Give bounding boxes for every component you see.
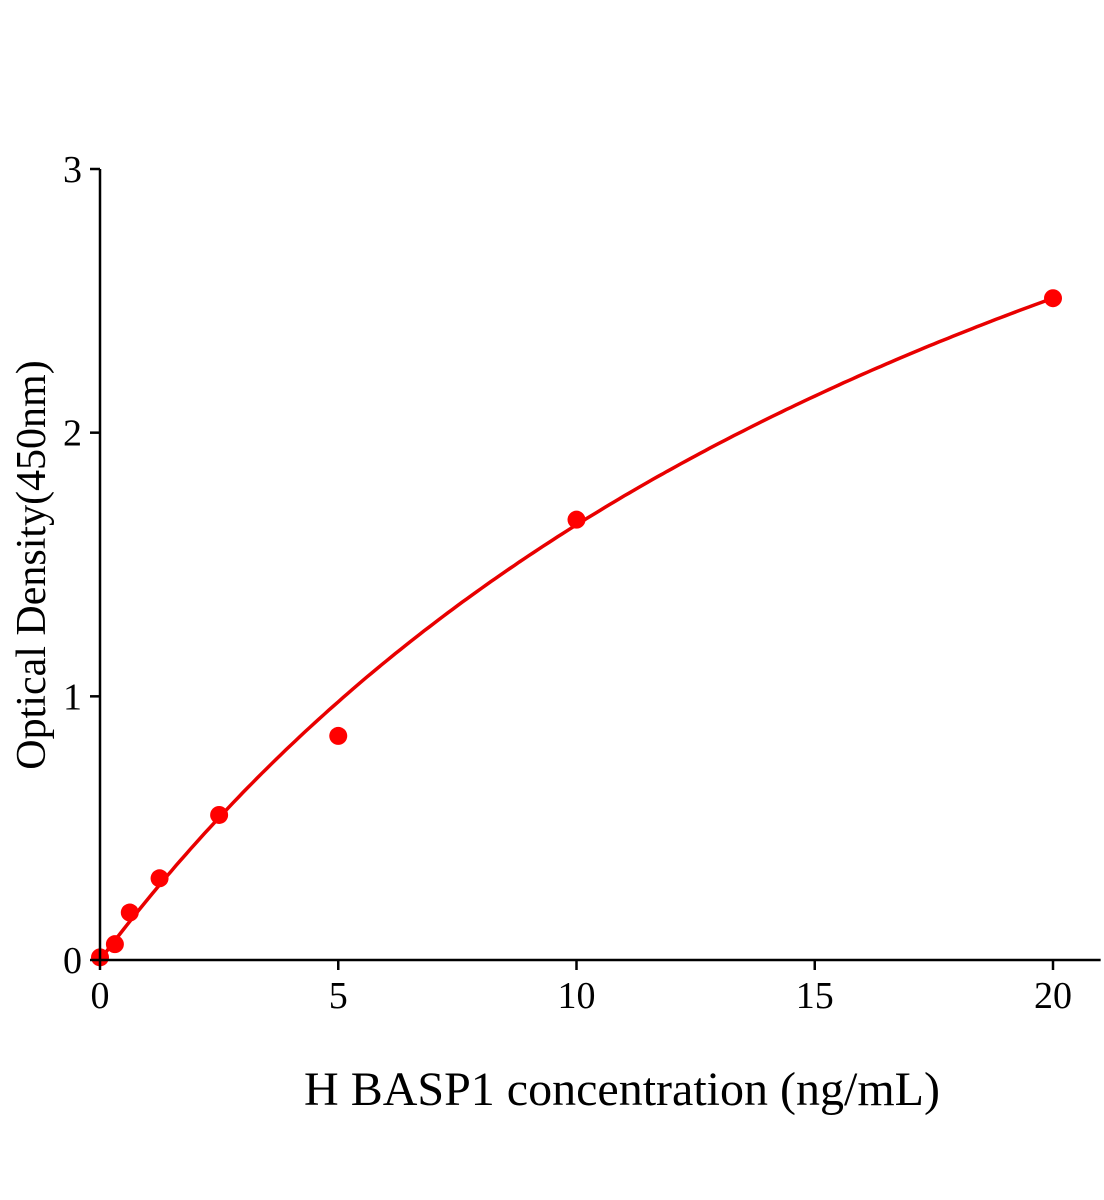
data-point — [567, 510, 586, 529]
data-point — [1044, 289, 1062, 308]
x-tick-label: 5 — [329, 975, 348, 1017]
data-point — [105, 935, 124, 954]
y-tick-label: 0 — [63, 940, 82, 982]
x-tick-label: 20 — [1034, 975, 1072, 1017]
data-point — [120, 903, 139, 922]
x-axis-label: H BASP1 concentration (ng/mL) — [304, 1063, 940, 1116]
y-tick-label: 3 — [63, 149, 82, 191]
x-tick-label: 0 — [91, 975, 110, 1017]
data-point — [329, 726, 348, 745]
data-point — [210, 805, 229, 824]
x-tick-label: 15 — [796, 975, 834, 1017]
y-tick-label: 2 — [63, 413, 82, 455]
data-point — [150, 869, 169, 888]
fit-curve — [98, 296, 1054, 962]
x-tick-label: 10 — [558, 975, 596, 1017]
y-tick-label: 1 — [63, 676, 82, 718]
y-axis-label: Optical Density(450nm) — [9, 360, 55, 769]
